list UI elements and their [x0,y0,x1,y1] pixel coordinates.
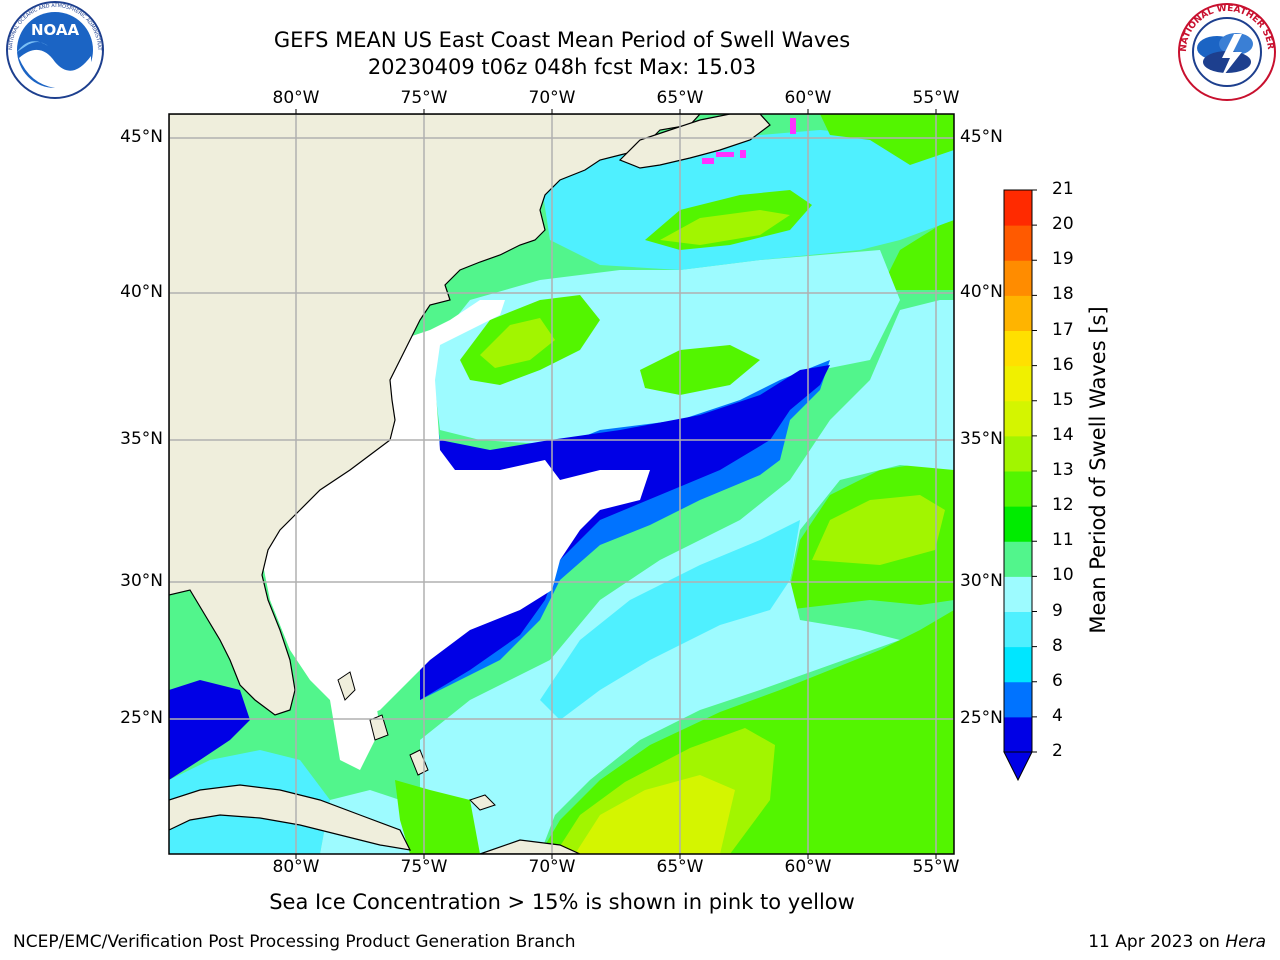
map-gridlines [169,114,954,854]
lon-label-top-70w: 70°W [528,88,576,108]
colorbar-segment [1004,471,1032,507]
sea-ice-note: Sea Ice Concentration > 15% is shown in … [269,890,855,914]
sea-ice [702,118,796,164]
colorbar-tick-label: 16 [1052,354,1074,375]
nws-logo: NATIONAL WEATHER SERVICE [1172,0,1276,101]
georges-bank-yellowgreen [660,210,790,245]
mid-atlantic-yellowgreen [480,318,555,368]
lat-label-left-45n: 45°N [120,127,163,147]
land-cuba [169,784,412,851]
colorbar-segment [1004,646,1032,683]
lon-label-top-65w: 65°W [656,88,704,108]
lon-label-bottom-65w: 65°W [656,857,704,877]
colorbar-segment [1004,681,1032,718]
caribbean-green [395,780,480,854]
blue-band-dark [420,365,830,700]
lon-label-bottom-55w: 55°W [912,857,960,877]
lat-label-right-40n: 40°N [960,282,1003,302]
colorbar-tick-label: 19 [1052,249,1074,270]
colorbar-segment [1004,225,1032,261]
colorbar-tick-label: 9 [1052,600,1063,621]
colorbar-segment [1004,541,1032,577]
colorbar-segment [1004,506,1032,542]
lat-label-right-30n: 30°N [960,571,1003,591]
colorbar-segment [1004,611,1032,648]
colorbar-tick-label: 15 [1052,389,1074,410]
colorbar-tick-label: 6 [1052,670,1063,691]
colorbar-tick-label: 2 [1052,741,1063,761]
land-nova-scotia [618,114,771,169]
map-frame [168,113,955,855]
colorbar-tick-label: 4 [1052,705,1063,726]
footer-credit: NCEP/EMC/Verification Post Processing Pr… [13,932,576,952]
colorbar-tick-label: 14 [1052,424,1074,445]
lon-label-top-55w: 55°W [912,88,960,108]
lat-label-right-25n: 25°N [960,708,1003,728]
lat-label-left-30n: 30°N [120,571,163,591]
chart-subtitle: 20230409 t06z 048h fcst Max: 15.03 [367,55,757,79]
colorbar-segment [1004,190,1032,226]
colorbar-segment [1004,400,1032,437]
colorbar-tick-label: 13 [1052,460,1074,480]
colorbar-tick-label: 20 [1052,214,1074,235]
lat-label-left-40n: 40°N [120,282,163,302]
colorbar-label: Mean Period of Swell Waves [s] [1086,306,1110,634]
lat-label-left-35n: 35°N [120,429,163,449]
colorbar-segment [1004,435,1032,472]
colorbar-segment [1004,295,1032,331]
north-light-cyan [430,250,900,445]
southern-swell-yellow [575,775,735,854]
colorbar-tick-label: 12 [1052,495,1074,516]
no-data-region [262,300,650,720]
lon-label-top-80w: 80°W [272,88,320,108]
northeast-green [820,114,954,165]
lat-label-right-35n: 35°N [960,429,1003,449]
colorbar-tick-label: 11 [1052,530,1074,551]
colorbar-segment [1004,576,1032,612]
lon-label-top-75w: 75°W [400,88,448,108]
chart-title: GEFS MEAN US East Coast Mean Period of S… [273,28,851,52]
colorbar-segment [1004,260,1032,296]
footer-date-text: 11 Apr 2023 on [1088,932,1220,952]
eastern-swell-yellowgreen [812,495,945,565]
land-hispaniola [479,839,581,854]
colorbar-segment [1004,716,1032,753]
lat-label-right-45n: 45°N [960,127,1003,147]
no-data-bahamas [330,680,380,770]
colorbar-underflow-arrow [1003,751,1033,782]
colorbar-tick-label: 18 [1052,284,1074,305]
noaa-logo-text: NOAA [31,21,80,39]
colorbar-segment [1004,330,1032,367]
lat-label-left-25n: 25°N [120,708,163,728]
colorbar-tick-label: 17 [1052,319,1074,340]
colorbar-tick-label: 8 [1052,635,1063,656]
lon-label-bottom-70w: 70°W [528,857,576,877]
lon-label-bottom-75w: 75°W [400,857,448,877]
offshore-green [640,345,760,395]
footer-machine: Hera [1225,932,1266,952]
noaa-logo: NOAA NATIONAL OCEANIC AND ATMOSPHERIC AD… [0,0,104,99]
gulf-blue [169,680,250,780]
lon-label-bottom-80w: 80°W [272,857,320,877]
colorbar-tick-label: 21 [1052,179,1074,199]
lon-label-top-60w: 60°W [784,88,832,108]
colorbar-tick-label: 10 [1052,565,1074,586]
footer-date: 11 Apr 2023 on Hera [1088,932,1266,952]
central-cyan [540,520,800,720]
lon-label-bottom-60w: 60°W [784,857,832,877]
colorbar-segment [1004,365,1032,402]
land-north-america [169,114,701,716]
